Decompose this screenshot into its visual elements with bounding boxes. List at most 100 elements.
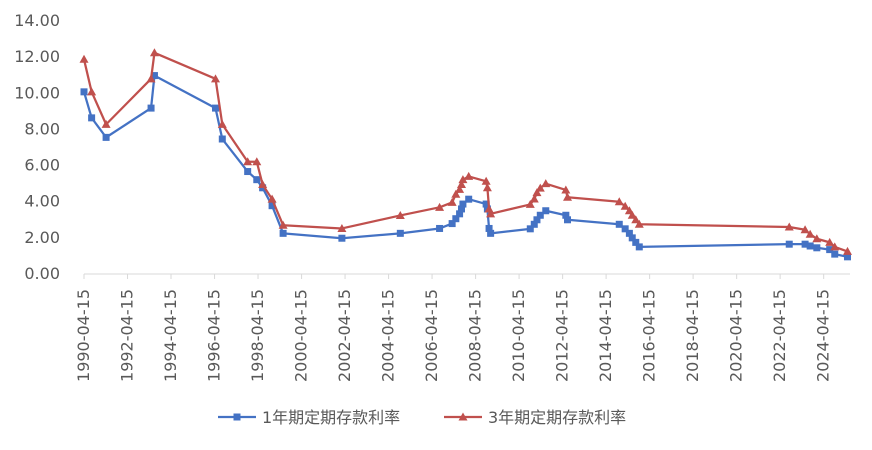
data-point-square: [542, 207, 550, 215]
y-axis: 0.00 2.00 4.00 6.00 8.00 10.00 12.00 14.00: [14, 11, 60, 283]
y-tick-label: 10.00: [14, 83, 60, 102]
data-point-triangle: [395, 210, 405, 219]
x-axis: 1990-04-15 1992-04-15 1994-04-15 1996-04-15…: [74, 273, 850, 382]
data-point-triangle: [146, 74, 156, 83]
data-point-triangle: [805, 229, 815, 238]
data-point-square: [457, 205, 465, 213]
data-point-triangle: [267, 194, 277, 203]
data-point-triangle: [464, 171, 474, 180]
data-point-triangle: [149, 48, 159, 57]
data-point-square: [253, 176, 261, 184]
series-2: [79, 48, 852, 255]
y-tick-label: 2.00: [24, 228, 60, 247]
data-point-square: [218, 135, 226, 143]
y-tick-label: 4.00: [24, 192, 60, 211]
y-tick-label: 8.00: [24, 119, 60, 138]
data-point-square: [530, 220, 538, 228]
data-point-square: [536, 211, 544, 219]
data-point-square: [628, 234, 636, 242]
data-point-square: [785, 240, 793, 248]
data-point-square: [244, 168, 252, 176]
data-point-triangle: [243, 157, 253, 166]
x-tick-label: 2006-04-15: [422, 289, 441, 382]
data-point-square: [615, 220, 623, 228]
data-point-triangle: [458, 412, 468, 421]
data-point-triangle: [484, 204, 494, 213]
x-tick-label: 2020-04-15: [727, 289, 746, 382]
data-point-triangle: [535, 183, 545, 192]
series-layer: [79, 48, 852, 261]
data-point-square: [456, 210, 464, 218]
data-point-square: [562, 211, 570, 219]
data-point-square: [233, 413, 241, 421]
data-point-square: [635, 243, 643, 251]
legend-label: 1年期定期存款利率: [262, 408, 400, 427]
x-tick-label: 2000-04-15: [292, 289, 311, 382]
x-tick-label: 2018-04-15: [683, 289, 702, 382]
data-point-square: [487, 229, 495, 237]
data-point-triangle: [842, 246, 852, 255]
series-line: [82, 51, 848, 253]
data-point-triangle: [563, 192, 573, 201]
data-point-square: [396, 229, 404, 237]
data-point-triangle: [435, 202, 445, 211]
x-tick-label: 1998-04-15: [248, 289, 267, 382]
legend-label: 3年期定期存款利率: [488, 408, 626, 427]
data-point-triangle: [532, 188, 542, 197]
data-point-square: [482, 200, 490, 208]
x-tick-label: 2016-04-15: [640, 289, 659, 382]
x-tick-label: 2024-04-15: [814, 289, 833, 382]
data-point-square: [459, 200, 467, 208]
x-tick-label: 2004-04-15: [379, 289, 398, 382]
data-point-square: [564, 216, 572, 224]
data-point-square: [831, 250, 839, 258]
data-point-square: [436, 224, 444, 232]
data-point-triangle: [87, 87, 97, 96]
data-point-triangle: [620, 201, 630, 210]
data-point-triangle: [482, 183, 492, 192]
data-point-triangle: [451, 189, 461, 198]
series-1: [80, 72, 851, 261]
data-point-triangle: [627, 210, 637, 219]
data-point-square: [279, 229, 287, 237]
data-point-square: [485, 224, 493, 232]
data-point-square: [813, 244, 821, 252]
y-tick-label: 0.00: [24, 264, 60, 283]
data-point-square: [212, 104, 220, 112]
series-line: [82, 74, 848, 258]
data-point-square: [806, 242, 814, 250]
data-point-triangle: [101, 119, 111, 128]
data-point-square: [826, 246, 834, 254]
x-tick-label: 2022-04-15: [770, 289, 789, 382]
data-point-triangle: [481, 176, 491, 185]
x-tick-label: 1996-04-15: [205, 289, 224, 382]
data-point-triangle: [79, 54, 89, 63]
data-point-triangle: [812, 234, 822, 243]
data-point-triangle: [541, 179, 551, 188]
x-tick-label: 2012-04-15: [553, 289, 572, 382]
data-point-triangle: [337, 223, 347, 232]
data-point-triangle: [456, 180, 466, 189]
data-point-square: [80, 88, 88, 96]
data-point-triangle: [800, 225, 810, 234]
data-point-triangle: [278, 220, 288, 229]
data-point-square: [268, 202, 276, 210]
data-point-triangle: [830, 242, 840, 251]
x-tick-label: 2002-04-15: [335, 289, 354, 382]
x-tick-label: 2010-04-15: [509, 289, 528, 382]
data-point-square: [533, 216, 541, 224]
data-point-square: [150, 72, 158, 80]
data-point-triangle: [614, 197, 624, 206]
data-point-triangle: [561, 185, 571, 194]
y-tick-label: 14.00: [14, 11, 60, 30]
data-point-triangle: [217, 119, 227, 128]
data-point-triangle: [211, 74, 221, 83]
data-point-square: [843, 253, 851, 261]
data-point-square: [465, 195, 473, 203]
data-point-square: [448, 220, 456, 228]
data-point-square: [801, 240, 809, 248]
x-tick-label: 1994-04-15: [161, 289, 180, 382]
x-tick-label: 2008-04-15: [466, 289, 485, 382]
data-point-square: [147, 104, 155, 112]
